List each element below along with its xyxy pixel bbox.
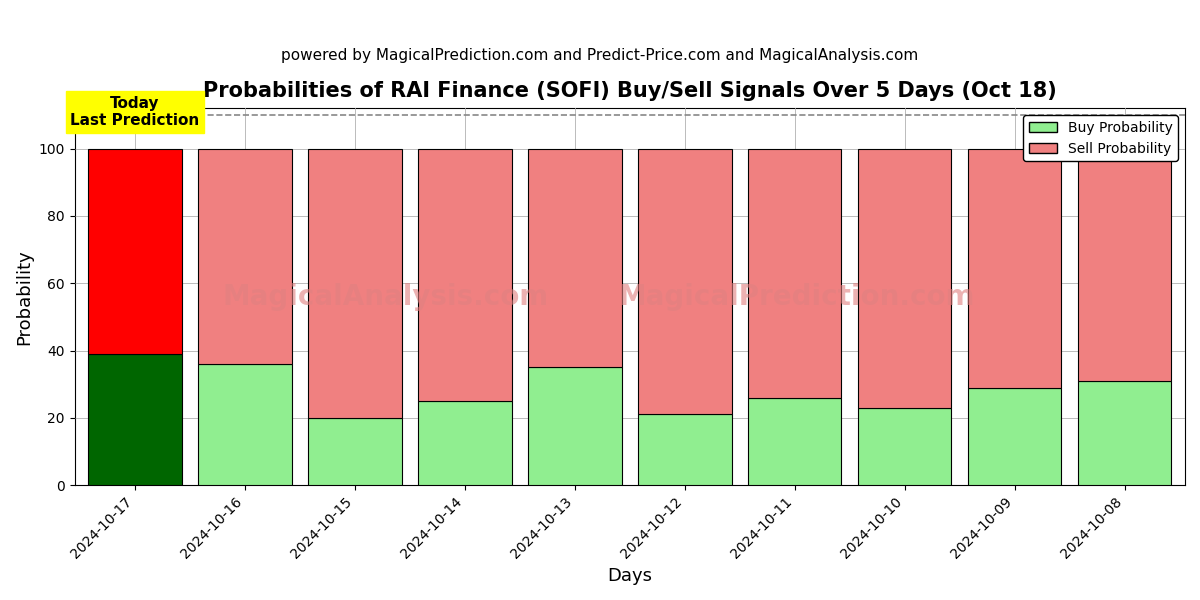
Bar <box>528 149 622 367</box>
Bar <box>968 388 1061 485</box>
Bar <box>198 364 292 485</box>
Bar <box>419 401 511 485</box>
Bar <box>968 149 1061 388</box>
Bar <box>638 415 732 485</box>
Y-axis label: Probability: Probability <box>16 249 34 344</box>
Legend: Buy Probability, Sell Probability: Buy Probability, Sell Probability <box>1024 115 1178 161</box>
Bar <box>89 149 182 354</box>
X-axis label: Days: Days <box>607 567 653 585</box>
Bar <box>858 408 952 485</box>
Text: powered by MagicalPrediction.com and Predict-Price.com and MagicalAnalysis.com: powered by MagicalPrediction.com and Pre… <box>281 48 919 63</box>
Text: MagicalPrediction.com: MagicalPrediction.com <box>618 283 974 311</box>
Bar <box>748 149 841 398</box>
Bar <box>858 149 952 408</box>
Bar <box>198 149 292 364</box>
Bar <box>638 149 732 415</box>
Text: Today
Last Prediction: Today Last Prediction <box>71 96 199 128</box>
Title: Probabilities of RAI Finance (SOFI) Buy/Sell Signals Over 5 Days (Oct 18): Probabilities of RAI Finance (SOFI) Buy/… <box>203 81 1057 101</box>
Bar <box>308 418 402 485</box>
Bar <box>419 149 511 401</box>
Bar <box>748 398 841 485</box>
Bar <box>528 367 622 485</box>
Bar <box>1078 381 1171 485</box>
Bar <box>308 149 402 418</box>
Bar <box>89 354 182 485</box>
Text: MagicalAnalysis.com: MagicalAnalysis.com <box>222 283 548 311</box>
Bar <box>1078 149 1171 381</box>
